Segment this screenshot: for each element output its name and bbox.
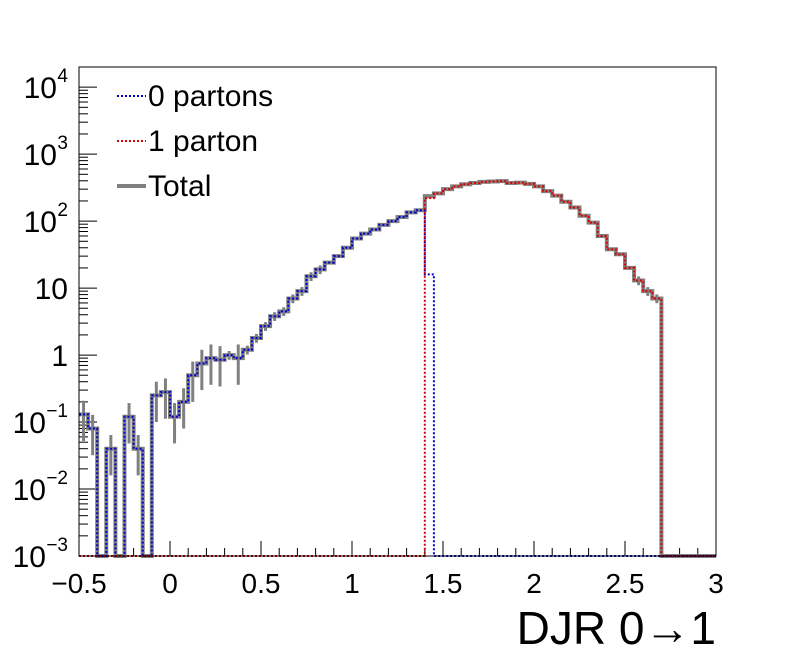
plot-frame (78, 66, 717, 557)
x-tick-label: 2.5 (606, 568, 645, 599)
x-tick-label: 0.5 (242, 568, 281, 599)
y-tick-base: 10 (13, 541, 46, 574)
series-1-parton (79, 180, 716, 557)
x-tick-label: 1 (344, 568, 360, 599)
y-tick-label: 310 (24, 133, 68, 172)
legend-label: Total (148, 170, 211, 203)
y-tick-exponent: 2 (57, 200, 68, 221)
series-line (79, 180, 716, 557)
y-tick-base: 10 (35, 273, 68, 306)
y-tick-label: 10 (35, 273, 68, 306)
legend-item: 1 parton (117, 125, 258, 158)
x-axis-title: DJR 0→1 (517, 602, 716, 654)
y-tick-base: 1 (51, 340, 68, 373)
legend-label: 1 parton (148, 125, 258, 158)
y-tick-label: −210 (13, 468, 68, 507)
legend-item: Total (117, 170, 211, 203)
y-tick-exponent: −2 (46, 468, 68, 489)
x-tick-labels: −0.5 0 0.5 1 1.5 2 2.5 3 (51, 568, 723, 599)
x-tick-label: 1.5 (424, 568, 463, 599)
y-tick-base: 10 (24, 139, 57, 172)
legend-item: 0 partons (117, 80, 273, 113)
y-tick-base: 10 (24, 72, 57, 105)
y-tick-base: 10 (13, 474, 46, 507)
y-tick-base: 10 (24, 206, 57, 239)
y-tick-label: 210 (24, 200, 68, 239)
y-tick-label: −110 (13, 401, 68, 440)
legend-label: 0 partons (148, 80, 273, 113)
x-tick-label: −0.5 (51, 568, 106, 599)
x-tick-label: 0 (162, 568, 178, 599)
histogram-series (79, 179, 716, 558)
y-tick-base: 10 (13, 407, 46, 440)
x-tick-label: 2 (526, 568, 542, 599)
y-tick-exponent: −3 (46, 535, 68, 556)
legend: 0 partons 1 parton Total (117, 80, 273, 203)
y-tick-label: −310 (13, 535, 68, 574)
y-tick-label: 410 (24, 66, 69, 105)
y-tick-exponent: −1 (46, 401, 68, 422)
y-tick-label: 1 (51, 340, 68, 373)
y-tick-exponent: 3 (57, 133, 68, 154)
y-tick-exponent: 4 (57, 66, 68, 87)
axis-ticks (78, 66, 717, 557)
x-tick-label: 3 (708, 568, 724, 599)
